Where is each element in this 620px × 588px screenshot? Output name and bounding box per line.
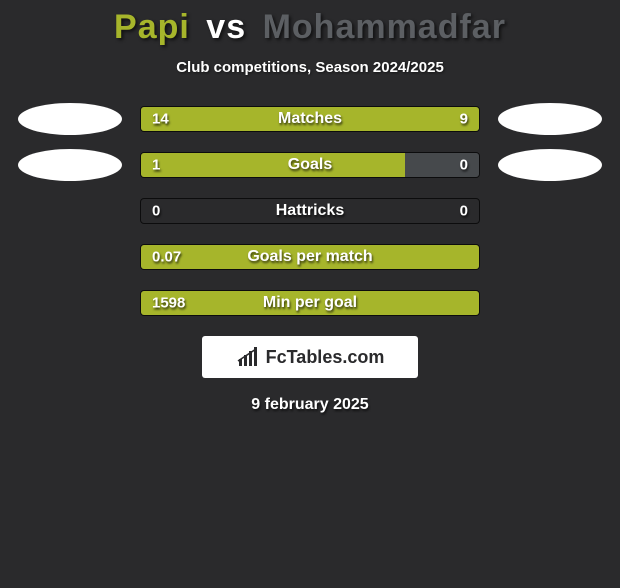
page-title: Papi vs Mohammadfar [0,8,620,47]
stat-row: Goals per match0.07 [10,244,610,270]
player1-shape [18,103,122,135]
comparison-chart: Matches149 Goals10 Hattricks00 Goals per ma… [10,106,610,316]
stat-row: Matches149 [10,106,610,132]
title-player1: Papi [114,8,190,46]
player1-shape [18,149,122,181]
player2-shape [498,103,602,135]
stat-row: Goals10 [10,152,610,178]
logo-text: FcTables.com [266,347,385,368]
player2-shape [498,149,602,181]
stat-row: Hattricks00 [10,198,610,224]
chart-bars-icon [236,345,260,369]
stat-row: Min per goal1598 [10,290,610,316]
bar-player1 [141,245,479,269]
bar-player2 [405,153,479,177]
bar-player1 [141,107,479,131]
title-vs: vs [206,8,246,46]
fctables-logo: FcTables.com [202,336,418,378]
bar-track [140,244,480,270]
bar-track [140,106,480,132]
bar-track [140,198,480,224]
title-player2: Mohammadfar [263,8,506,46]
bar-player1 [141,291,479,315]
bar-track [140,290,480,316]
date-text: 9 february 2025 [0,396,620,414]
bar-track [140,152,480,178]
bar-player1 [141,153,405,177]
subtitle: Club competitions, Season 2024/2025 [0,59,620,76]
